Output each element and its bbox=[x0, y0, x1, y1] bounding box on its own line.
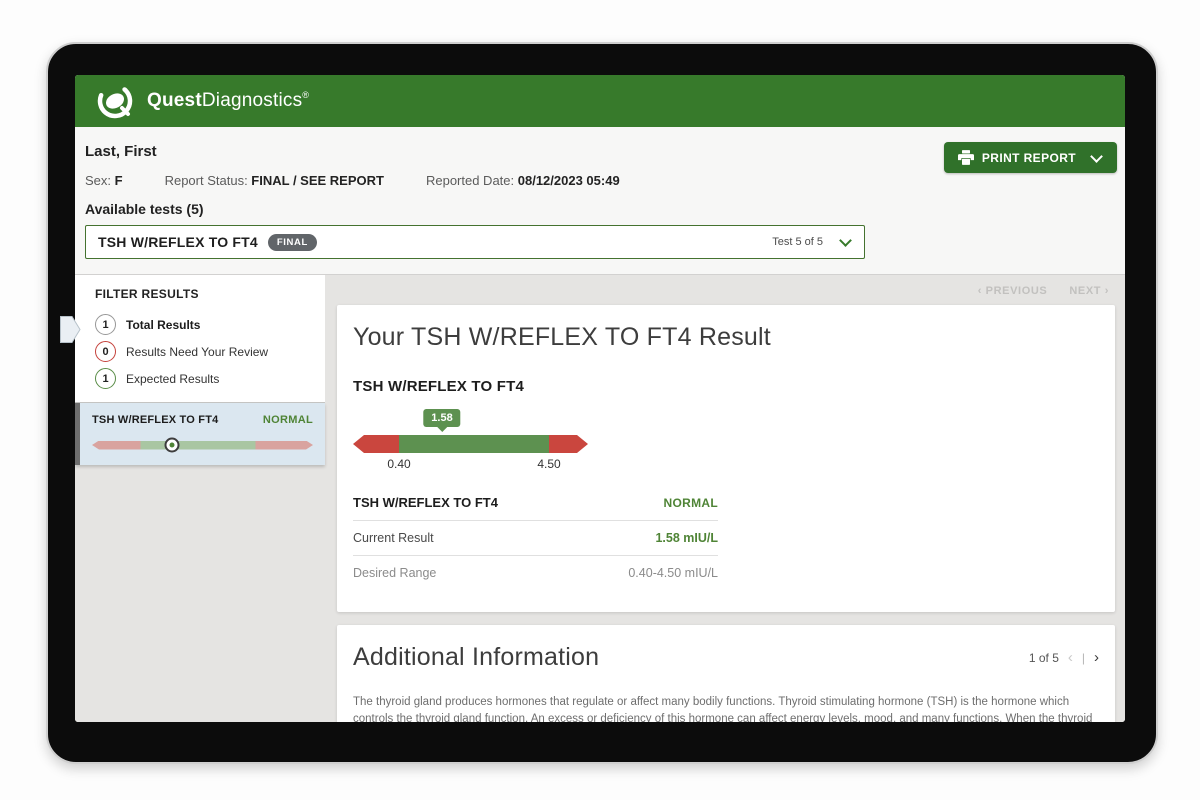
table-row: Desired Range 0.40-4.50 mIU/L bbox=[353, 556, 718, 590]
current-result-label: Current Result bbox=[353, 531, 434, 545]
range-labels: 0.40 4.50 bbox=[353, 457, 593, 475]
main-panel: ‹ PREVIOUS NEXT › Your TSH W/REFLEX TO F… bbox=[325, 275, 1125, 722]
patient-sex: Sex: F bbox=[85, 173, 123, 188]
brand-name-regular: Diagnostics bbox=[201, 90, 303, 111]
range-low-label: 0.40 bbox=[387, 457, 411, 471]
chevron-down-icon bbox=[1090, 149, 1103, 163]
result-table: TSH W/REFLEX TO FT4 NORMAL Current Resul… bbox=[353, 485, 718, 590]
desired-range-value: 0.40-4.50 mIU/L bbox=[628, 566, 718, 580]
available-tests-label: Available tests (5) bbox=[85, 201, 204, 217]
patient-name: Last, First bbox=[85, 143, 157, 160]
chevron-down-icon bbox=[839, 233, 852, 247]
selected-test-name: TSH W/REFLEX TO FT4 bbox=[98, 234, 258, 250]
patient-header: Last, First PRINT REPORT Sex: F Report S… bbox=[75, 127, 1125, 275]
mini-range-track bbox=[92, 441, 313, 450]
brand-trademark: ® bbox=[302, 90, 310, 100]
result-value-tag: 1.58 bbox=[423, 409, 461, 427]
table-row: Current Result 1.58 mIU/L bbox=[353, 521, 718, 556]
app-header: QuestDiagnostics® bbox=[75, 75, 1125, 127]
filter-item-label: Total Results bbox=[126, 317, 201, 332]
test-selector-dropdown[interactable]: TSH W/REFLEX TO FT4 FINAL Test 5 of 5 bbox=[85, 225, 865, 259]
desired-range-label: Desired Range bbox=[353, 566, 437, 580]
additional-info-card: Additional Information 1 of 5 ‹ | › The … bbox=[337, 625, 1115, 722]
mini-range-indicator bbox=[92, 437, 313, 453]
reported-date: Reported Date: 08/12/2023 05:49 bbox=[425, 173, 620, 188]
selected-result-status: NORMAL bbox=[262, 414, 313, 426]
patient-details: Sex: F Report Status: FINAL / SEE REPORT… bbox=[85, 173, 1115, 188]
row-status-value: NORMAL bbox=[663, 495, 718, 510]
total-results-count-badge: 1 bbox=[95, 314, 116, 335]
printer-icon bbox=[957, 150, 974, 165]
quest-logo-icon bbox=[97, 83, 133, 119]
filter-item-label: Expected Results bbox=[126, 371, 220, 386]
filter-item-expected-results[interactable]: 1 Expected Results bbox=[75, 365, 325, 392]
expected-results-count-badge: 1 bbox=[95, 368, 116, 389]
chevron-left-icon[interactable]: ‹ bbox=[1067, 649, 1073, 666]
sidebar: FILTER RESULTS 1 Total Results 0 Results… bbox=[75, 275, 325, 722]
current-result-value: 1.58 mIU/L bbox=[655, 531, 718, 545]
content-area: FILTER RESULTS 1 Total Results 0 Results… bbox=[75, 275, 1125, 722]
test-position-label: Test 5 of 5 bbox=[772, 236, 823, 248]
need-review-count-badge: 0 bbox=[95, 341, 116, 362]
row-test-name: TSH W/REFLEX TO FT4 bbox=[353, 495, 498, 510]
range-bar bbox=[353, 435, 588, 453]
report-status: Report Status: FINAL / SEE REPORT bbox=[164, 173, 384, 188]
result-card: Your TSH W/REFLEX TO FT4 Result TSH W/RE… bbox=[337, 305, 1115, 612]
additional-info-title: Additional Information bbox=[353, 643, 600, 671]
next-test-button[interactable]: NEXT › bbox=[1069, 285, 1109, 297]
app-screen: QuestDiagnostics® Last, First PRINT REPO… bbox=[75, 75, 1125, 722]
range-high-label: 4.50 bbox=[537, 457, 561, 471]
print-report-label: PRINT REPORT bbox=[981, 150, 1076, 165]
mini-range-marker-icon bbox=[164, 437, 180, 453]
brand-wordmark: QuestDiagnostics® bbox=[147, 90, 309, 112]
filter-results-panel: FILTER RESULTS 1 Total Results 0 Results… bbox=[75, 275, 325, 403]
test-pager: ‹ PREVIOUS NEXT › bbox=[337, 275, 1115, 305]
tablet-frame: QuestDiagnostics® Last, First PRINT REPO… bbox=[46, 42, 1158, 764]
final-status-badge: FINAL bbox=[267, 233, 317, 251]
print-report-button[interactable]: PRINT REPORT bbox=[943, 142, 1117, 173]
pager-divider: | bbox=[1081, 650, 1085, 665]
filter-results-title: FILTER RESULTS bbox=[95, 287, 199, 301]
active-filter-pointer-icon bbox=[60, 316, 81, 343]
result-test-name: TSH W/REFLEX TO FT4 bbox=[353, 378, 525, 395]
brand-name-bold: Quest bbox=[147, 90, 202, 111]
range-chart: 1.58 0.40 4.50 bbox=[353, 409, 593, 475]
filter-item-label: Results Need Your Review bbox=[126, 344, 269, 359]
additional-info-pager: 1 of 5 ‹ | › bbox=[1029, 650, 1099, 665]
selected-result-card[interactable]: TSH W/REFLEX TO FT4 NORMAL bbox=[75, 403, 325, 465]
filter-item-total-results[interactable]: 1 Total Results bbox=[75, 311, 325, 338]
table-row: TSH W/REFLEX TO FT4 NORMAL bbox=[353, 485, 718, 521]
additional-info-body: The thyroid gland produces hormones that… bbox=[353, 696, 1093, 722]
page-indicator: 1 of 5 bbox=[1028, 650, 1059, 665]
selected-result-name: TSH W/REFLEX TO FT4 bbox=[92, 414, 219, 426]
chevron-right-icon[interactable]: › bbox=[1094, 649, 1099, 666]
filter-item-need-review[interactable]: 0 Results Need Your Review bbox=[75, 338, 325, 365]
result-title: Your TSH W/REFLEX TO FT4 Result bbox=[353, 323, 771, 351]
previous-test-button[interactable]: ‹ PREVIOUS bbox=[977, 285, 1048, 297]
